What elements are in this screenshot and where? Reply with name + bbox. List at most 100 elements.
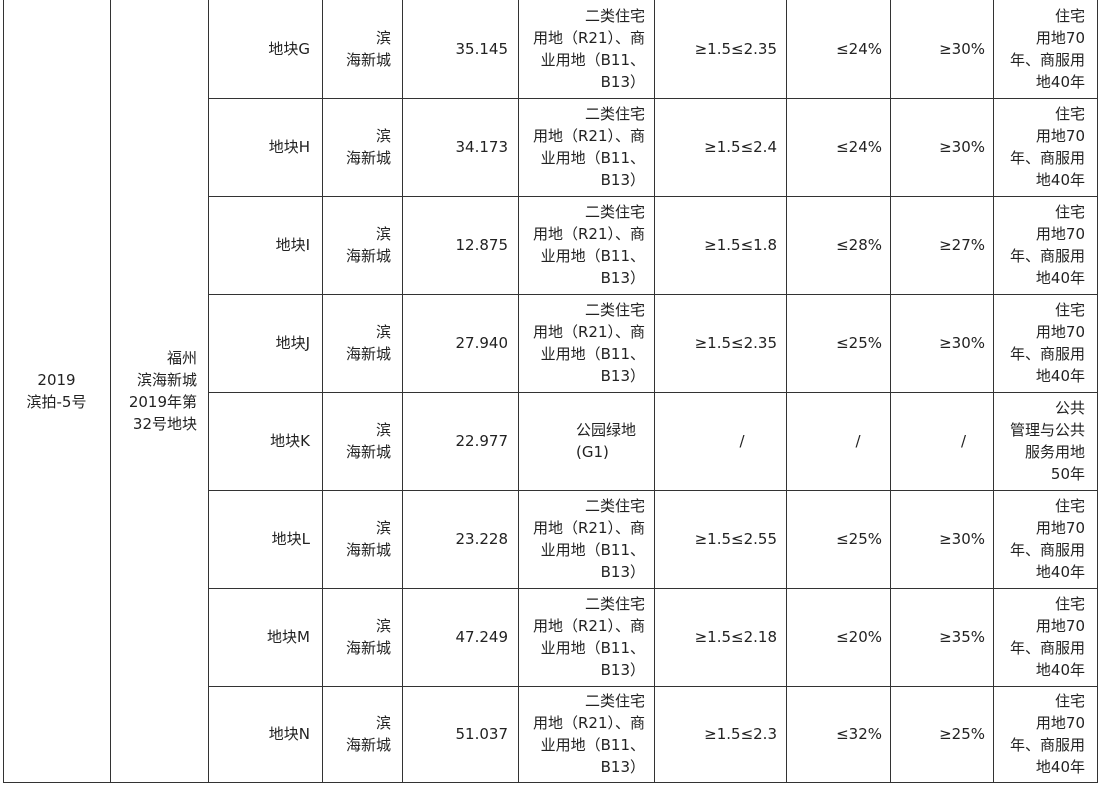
plot-ratio: ≥1.5≤2.35: [694, 334, 777, 352]
area-value: 51.037: [455, 725, 509, 743]
district-cell: 滨海新城: [322, 0, 402, 98]
table-column-rule: [3, 0, 4, 783]
building-density-cell: ≤25%: [786, 294, 890, 392]
plot-code: 地块G: [268, 40, 310, 58]
lease-term-line: 地40年: [1035, 563, 1085, 581]
land-use-line: 二类住宅: [584, 7, 645, 25]
plot-code-cell: 地块K: [208, 392, 322, 490]
plot-code: 地块N: [268, 725, 310, 743]
district-cell: 滨海新城: [322, 686, 402, 782]
land-use-cell: 二类住宅 用地（R21）、商 业用地（B11、 B13）: [518, 686, 654, 782]
land-use-line: 二类住宅: [584, 105, 645, 123]
lease-term-line: 年、商服用: [1009, 149, 1085, 167]
table-column-rule: [890, 0, 891, 783]
area-value: 22.977: [455, 432, 509, 450]
area-value-cell: 34.173: [402, 98, 518, 196]
plot-ratio: ≥1.5≤2.4: [704, 138, 777, 156]
land-use-line: 业用地（B11、: [540, 541, 645, 559]
plot-ratio-cell: ≥1.5≤2.35: [654, 294, 786, 392]
lease-term-line: 地40年: [1035, 661, 1085, 679]
building-density: /: [855, 432, 861, 450]
lease-term-cell: 住宅 用地70 年、商服用 地40年: [993, 98, 1097, 196]
lease-term-line: 管理与公共: [1009, 421, 1085, 439]
lease-term-line: 年、商服用: [1009, 541, 1085, 559]
area-value: 47.249: [455, 628, 509, 646]
land-use-line: B13）: [600, 171, 645, 189]
district-line: 海新城: [345, 541, 391, 559]
building-density-cell: ≤20%: [786, 588, 890, 686]
area-value: 12.875: [455, 236, 509, 254]
table-row-rule: [3, 782, 1098, 783]
project-code-cell: 2019 滨拍-5号: [3, 0, 110, 782]
table-row-rule: [208, 294, 1098, 295]
lease-term-line: 用地70: [1035, 29, 1085, 47]
area-value-cell: 23.228: [402, 490, 518, 588]
building-density: ≤24%: [836, 40, 882, 58]
area-value: 27.940: [455, 334, 509, 352]
lease-term-line: 用地70: [1035, 323, 1085, 341]
area-value: 34.173: [455, 138, 509, 156]
plot-ratio: /: [739, 432, 745, 450]
table-column-rule: [518, 0, 519, 783]
land-use-line: 二类住宅: [584, 203, 645, 221]
land-use-line: 业用地（B11、: [540, 639, 645, 657]
district-line: 滨: [375, 421, 391, 439]
lease-term-line: 住宅: [1054, 692, 1085, 710]
plot-code-cell: 地块H: [208, 98, 322, 196]
lease-term-cell: 住宅 用地70 年、商服用 地40年: [993, 294, 1097, 392]
table-column-rule: [786, 0, 787, 783]
land-use-line: 业用地（B11、: [540, 247, 645, 265]
plot-code: 地块I: [275, 236, 310, 254]
plot-code-cell: 地块M: [208, 588, 322, 686]
land-use-line: B13）: [600, 367, 645, 385]
building-density: ≤28%: [836, 236, 882, 254]
plot-code: 地块J: [275, 334, 310, 352]
land-use-line: B13）: [600, 269, 645, 287]
lease-term-line: 地40年: [1035, 758, 1085, 776]
table-row-rule: [208, 196, 1098, 197]
plot-ratio: ≥1.5≤2.35: [694, 40, 777, 58]
table-row-rule: [208, 686, 1098, 687]
land-use-line: B13）: [600, 758, 645, 776]
plot-ratio: ≥1.5≤2.55: [694, 530, 777, 548]
district-cell: 滨海新城: [322, 98, 402, 196]
plot-code-cell: 地块J: [208, 294, 322, 392]
plot-code-cell: 地块I: [208, 196, 322, 294]
land-use-cell: 二类住宅用地（R21）、商业用地（B11、 B13）: [518, 196, 654, 294]
land-use-cell: 二类住宅 用地（R21）、商 业用地（B11、 B13）: [518, 588, 654, 686]
lease-term-line: 住宅: [1054, 203, 1085, 221]
district-line: 滨: [375, 29, 391, 47]
land-use-line: 用地（R21）、商: [532, 617, 645, 635]
land-use-line: 用地（R21）、商: [532, 225, 645, 243]
green-ratio-cell: ≥25%: [890, 686, 993, 782]
area-value-cell: 51.037: [402, 686, 518, 782]
land-use-line: 公园绿地: [576, 421, 637, 439]
building-density-cell: /: [786, 392, 890, 490]
building-density: ≤25%: [836, 530, 882, 548]
block-name-line: 2019年第: [128, 393, 197, 411]
plot-ratio-cell: ≥1.5≤2.35: [654, 0, 786, 98]
table-column-rule: [1097, 0, 1098, 783]
land-use-line: (G1): [576, 443, 609, 461]
land-use-line: 业用地（B11、: [540, 345, 645, 363]
lease-term-line: 用地70: [1035, 714, 1085, 732]
lease-term-line: 年、商服用: [1009, 51, 1085, 69]
district-cell: 滨海新城: [322, 588, 402, 686]
plot-code: 地块L: [271, 530, 310, 548]
area-value-cell: 27.940: [402, 294, 518, 392]
plot-ratio-cell: ≥1.5≤2.3: [654, 686, 786, 782]
building-density-cell: ≤25%: [786, 490, 890, 588]
block-name-cell: 福州 滨海新城 2019年第 32号地块: [110, 0, 208, 782]
green-ratio-cell: ≥30%: [890, 490, 993, 588]
district-line: 滨: [375, 714, 391, 732]
lease-term-line: 年、商服用: [1009, 345, 1085, 363]
green-ratio: /: [960, 432, 967, 450]
project-code-line: 2019: [37, 371, 76, 389]
lease-term-line: 地40年: [1035, 367, 1085, 385]
project-code-line: 滨拍-5号: [26, 393, 87, 411]
lease-term-line: 地40年: [1035, 73, 1085, 91]
building-density: ≤25%: [836, 334, 882, 352]
area-value-cell: 35.145: [402, 0, 518, 98]
table-column-rule: [654, 0, 655, 783]
